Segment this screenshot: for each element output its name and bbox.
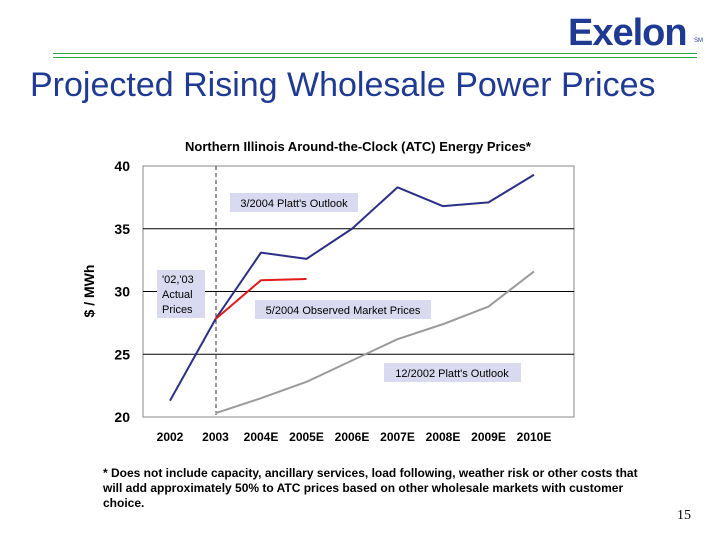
header-rule-top (53, 53, 697, 54)
x-tick-label: 2010E (517, 430, 552, 444)
label-platts-2004: 3/2004 Platt's Outlook (240, 198, 348, 210)
y-tick-label: 40 (114, 158, 130, 174)
footnote: * Does not include capacity, ancillary s… (103, 466, 638, 510)
y-tick-labels: 20 25 30 35 40 (114, 158, 130, 425)
label-box-actual (157, 270, 205, 318)
label-observed: 5/2004 Observed Market Prices (266, 305, 421, 317)
label-actual-line2: Actual (162, 289, 193, 301)
logo-trademark: SM (694, 38, 703, 44)
page-title: Projected Rising Wholesale Power Prices (30, 66, 656, 104)
x-tick-label: 2005E (289, 430, 324, 444)
logo-text: Exelon (568, 12, 688, 54)
page-number: 15 (677, 508, 691, 523)
label-platts-2002: 12/2002 Platt's Outlook (395, 368, 509, 380)
x-tick-label: 2007E (380, 430, 415, 444)
label-box-observed (255, 300, 431, 319)
x-tick-label: 2006E (335, 430, 370, 444)
x-tick-label: 2002 (157, 430, 184, 444)
series-layer (169, 173, 535, 415)
series-line-2 (215, 270, 535, 415)
label-actual-line1: '02,'03 (162, 274, 194, 286)
x-tick-label: 2003 (202, 430, 229, 444)
label-actual-line3: Prices (162, 304, 193, 316)
y-tick-label: 20 (114, 409, 130, 425)
x-tick-label: 2004E (244, 430, 279, 444)
y-tick-label: 25 (114, 346, 130, 362)
series-line-0 (169, 173, 535, 402)
x-tick-label: 2009E (471, 430, 506, 444)
x-tick-label: 2008E (426, 430, 461, 444)
grid-layer (143, 228, 574, 355)
y-axis-label: $ / MWh (81, 265, 97, 318)
y-tick-label: 35 (114, 221, 130, 237)
exelon-logo: Exelon SM (568, 12, 703, 54)
label-box-platts-2004 (230, 193, 358, 212)
x-tick-labels: 2002 2003 2004E 2005E 2006E 2007E 2008E 2009E 20… (157, 430, 552, 444)
series-line-1 (214, 277, 307, 320)
chart-title: Northern Illinois Around-the-Clock (ATC)… (185, 139, 532, 154)
y-tick-label: 30 (114, 284, 130, 300)
label-box-platts-2002 (384, 363, 521, 382)
header-rule-bottom (53, 57, 697, 58)
